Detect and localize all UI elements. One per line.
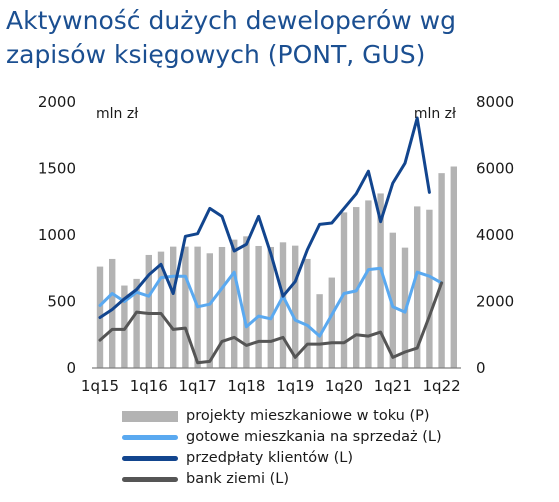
x-tick-label: 1q16: [130, 377, 168, 395]
legend-item-line-2: bank ziemi (L): [122, 469, 442, 490]
right-axis: 0 2000 4000 6000 8000: [476, 93, 514, 377]
bar: [231, 239, 238, 368]
bar: [316, 294, 323, 368]
right-tick-label: 2000: [476, 293, 514, 311]
bar: [304, 258, 311, 368]
left-tick-label: 1000: [38, 226, 76, 244]
legend-label: gotowe mieszkania na sprzedaż (L): [186, 429, 442, 445]
legend: projekty mieszkaniowe w toku (P) gotowe …: [122, 406, 442, 490]
x-axis: 1q15 1q16 1q17 1q18 1q19 1q20 1q21 1q22: [81, 377, 461, 395]
x-tick-label: 1q22: [423, 377, 461, 395]
bar: [206, 253, 213, 368]
bar: [340, 212, 348, 368]
legend-item-line-1: przedpłaty klientów (L): [122, 448, 442, 469]
x-tick-label: 1q21: [374, 377, 412, 395]
x-tick-label: 1q15: [81, 377, 119, 395]
series-line-2: [98, 281, 444, 365]
bar: [377, 193, 384, 368]
legend-label: przedpłaty klientów (L): [186, 450, 353, 466]
left-axis-unit: mln zł: [96, 106, 138, 122]
x-tick-label: 1q17: [179, 377, 217, 395]
lines-group: [98, 116, 444, 365]
left-axis: 0 500 1000 1500 2000: [38, 93, 76, 377]
legend-item-bar: projekty mieszkaniowe w toku (P): [122, 406, 442, 427]
bar: [353, 207, 360, 368]
series-line-1: [98, 116, 431, 319]
x-tick-label: 1q20: [325, 377, 363, 395]
bar: [145, 254, 152, 368]
chart-title: Aktywność dużych deweloperów wg zapisów …: [6, 6, 456, 69]
bar: [450, 166, 457, 368]
left-tick-label: 500: [47, 293, 76, 311]
legend-swatch-bar: [122, 411, 178, 422]
left-tick-label: 1500: [38, 160, 76, 178]
bar: [133, 278, 140, 368]
legend-swatch-line: [122, 456, 178, 461]
bar: [170, 246, 177, 368]
bar: [389, 232, 396, 368]
bar: [438, 173, 445, 368]
bar: [243, 236, 250, 368]
bar: [218, 246, 226, 368]
bars-group: [96, 166, 457, 368]
right-tick-label: 4000: [476, 226, 514, 244]
legend-label: projekty mieszkaniowe w toku (P): [186, 408, 430, 424]
legend-swatch-line: [122, 435, 178, 440]
bar: [365, 200, 372, 368]
bar: [157, 251, 165, 368]
legend-label: bank ziemi (L): [186, 471, 290, 487]
bar: [426, 209, 433, 368]
x-tick-label: 1q19: [276, 377, 314, 395]
legend-item-line-0: gotowe mieszkania na sprzedaż (L): [122, 427, 442, 448]
bar: [255, 245, 262, 368]
bar: [182, 246, 189, 368]
right-axis-unit: mln zł: [414, 106, 456, 122]
series-line-0: [98, 266, 444, 338]
bar: [121, 285, 128, 368]
x-tick-label: 1q18: [227, 377, 265, 395]
legend-swatch-line: [122, 477, 178, 482]
bar: [267, 246, 274, 368]
bar: [414, 206, 421, 368]
bar: [292, 245, 299, 368]
bar: [279, 242, 287, 368]
left-tick-label: 0: [66, 359, 76, 377]
right-tick-label: 8000: [476, 93, 514, 111]
bar: [109, 258, 116, 368]
left-tick-label: 2000: [38, 93, 76, 111]
right-tick-label: 0: [476, 359, 486, 377]
right-tick-label: 6000: [476, 160, 514, 178]
bar: [328, 277, 335, 368]
